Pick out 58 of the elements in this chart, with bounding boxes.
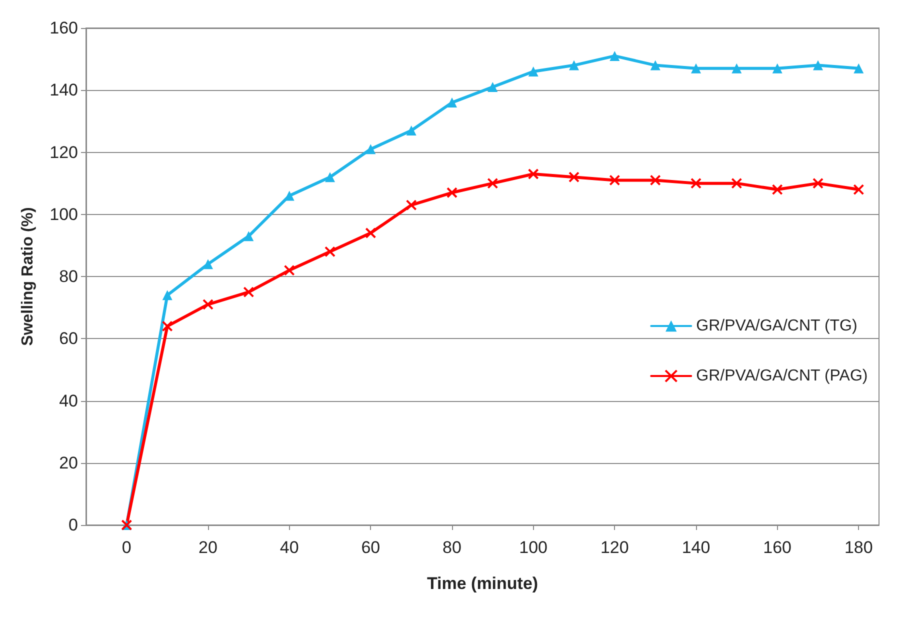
legend-label: GR/PVA/GA/CNT (PAG) xyxy=(696,368,868,384)
point xyxy=(162,320,173,332)
x-axis-title: Time (minute) xyxy=(426,574,538,593)
x-tick-label: 140 xyxy=(682,538,710,557)
point xyxy=(446,187,458,198)
point xyxy=(202,298,214,310)
y-tick-label: 120 xyxy=(50,142,78,162)
point xyxy=(569,60,579,70)
y-tick-label: 0 xyxy=(68,516,78,534)
point xyxy=(812,178,824,189)
point xyxy=(284,264,295,276)
point xyxy=(365,228,376,239)
x-tick-label: 180 xyxy=(844,538,873,557)
x-tick-label: 120 xyxy=(600,538,629,557)
point xyxy=(813,60,823,70)
x-tick-label: 60 xyxy=(361,538,380,557)
y-tick-label: 40 xyxy=(59,391,78,410)
point xyxy=(406,200,417,211)
point xyxy=(772,63,782,74)
point xyxy=(203,259,213,270)
point xyxy=(487,178,498,189)
x-tick-label: 40 xyxy=(280,538,299,557)
y-tick-label: 140 xyxy=(50,80,78,100)
x-tick-label: 80 xyxy=(442,538,462,557)
point xyxy=(488,82,498,92)
point xyxy=(244,231,254,242)
legend-label: GR/PVA/GA/CNT (TG) xyxy=(696,318,858,334)
x-tick-label: 20 xyxy=(198,538,218,557)
y-tick-label: 100 xyxy=(50,204,78,224)
x-tick-label: 100 xyxy=(519,538,548,557)
point xyxy=(650,174,661,186)
point xyxy=(691,63,701,74)
y-tick-label: 160 xyxy=(50,18,78,38)
point xyxy=(528,168,539,180)
point xyxy=(853,184,864,196)
point xyxy=(243,286,254,298)
point xyxy=(162,290,172,300)
point xyxy=(406,126,416,136)
point xyxy=(650,60,660,70)
y-tick-label: 60 xyxy=(59,329,78,348)
point xyxy=(528,66,538,76)
point xyxy=(610,50,620,61)
point xyxy=(324,246,336,258)
point xyxy=(366,144,376,154)
y-axis-title: Swelling Ratio (%) xyxy=(20,207,36,346)
x-tick-label: 160 xyxy=(763,538,792,557)
y-tick-label: 80 xyxy=(59,267,78,286)
point xyxy=(609,174,620,186)
point xyxy=(690,178,702,189)
point xyxy=(447,98,457,108)
y-tick-label: 20 xyxy=(59,453,78,472)
point xyxy=(772,184,783,196)
point xyxy=(731,178,742,189)
x-tick-label: 0 xyxy=(122,538,132,557)
point xyxy=(732,63,742,74)
point xyxy=(568,172,580,183)
point xyxy=(854,63,864,74)
point xyxy=(325,172,335,182)
